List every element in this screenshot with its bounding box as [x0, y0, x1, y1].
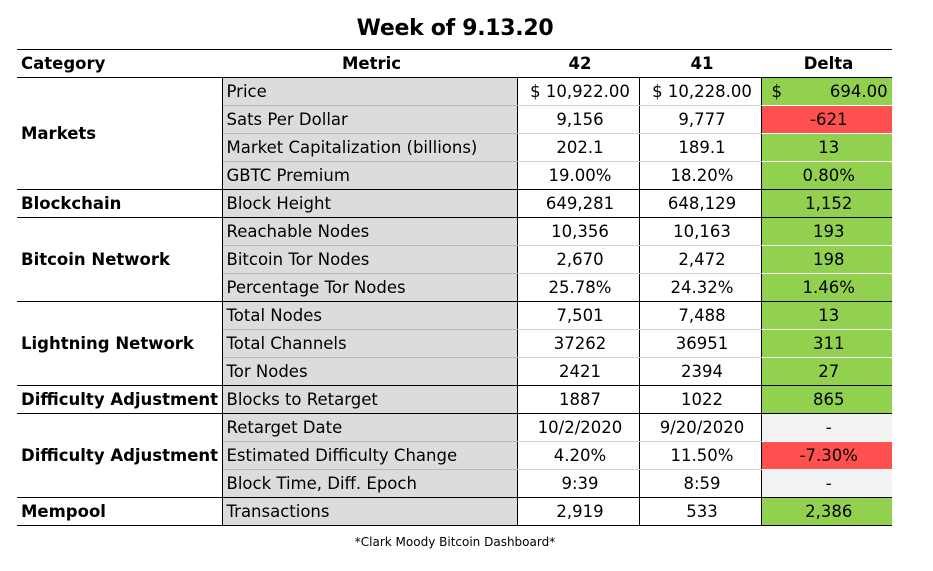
delta-cell: 27 [761, 357, 892, 386]
table-row: Estimated Difficulty Change 4.20% 11.50% -7… [17, 441, 892, 470]
category-cell: Markets [17, 77, 223, 190]
value-week-41: 9/20/2020 [639, 413, 762, 442]
table-row: Lightning Network Total Nodes 7,501 7,488 13 [17, 301, 892, 386]
table-body: Markets Price $ 10,922.00 $ 10,228.00 $694.0… [17, 77, 892, 526]
page-title: Week of 9.13.20 [356, 16, 554, 41]
value-week-41: 189.1 [639, 133, 762, 162]
table-row: Block Time, Diff. Epoch 9:39 8:59- [17, 469, 892, 498]
delta-currency-symbol: $ [771, 82, 783, 101]
metric-cell: Blocks to Retarget [222, 385, 518, 414]
table-row: Difficulty Adjustment Blocks to Retarget 1… [17, 385, 892, 414]
value-week-41: 10,163 [639, 217, 762, 246]
value-week-42: 19.00% [517, 161, 640, 190]
value-week-41: 2394 [639, 357, 762, 386]
table-row: GBTC Premium 19.00% 18.20% 0.80% [17, 161, 892, 190]
table-row: Tor Nodes 2421 2394 27 [17, 357, 892, 386]
delta-cell: - [761, 469, 892, 498]
delta-cell: - [761, 413, 892, 442]
value-week-42: 202.1 [517, 133, 640, 162]
table-row: Blockchain Block Height 649,281 648,129 1,15… [17, 189, 892, 218]
metric-cell: Reachable Nodes [222, 217, 518, 246]
header-category: Category [17, 49, 222, 78]
metric-cell: Bitcoin Tor Nodes [222, 245, 518, 274]
table-row: Total Channels 37262 36951 311 [17, 329, 892, 358]
header-metric: Metric [222, 49, 517, 78]
value-week-41: 7,488 [639, 301, 762, 330]
value-week-42: 9:39 [517, 469, 640, 498]
metric-cell: Total Nodes [222, 301, 518, 330]
value-week-41: 36951 [639, 329, 762, 358]
header-delta: Delta [761, 49, 892, 78]
table-row: Sats Per Dollar 9,156 9,777 -621 [17, 105, 892, 134]
table-row: Mempool Transactions 2,919 533 2,386 [17, 497, 892, 526]
value-week-41: $ 10,228.00 [639, 77, 762, 106]
value-week-42: 649,281 [517, 189, 640, 218]
category-cell: Blockchain [17, 189, 223, 218]
value-week-42: $ 10,922.00 [517, 77, 640, 106]
metric-cell: Block Height [222, 189, 518, 218]
value-week-41: 2,472 [639, 245, 762, 274]
value-week-41: 648,129 [639, 189, 762, 218]
table-row: Bitcoin Network Reachable Nodes 10,356 10,1… [17, 217, 892, 302]
header-row: Category Metric 42 41 Delta [17, 49, 892, 78]
delta-cell: 13 [761, 301, 892, 330]
value-week-41: 533 [639, 497, 762, 526]
delta-cell: $694.00 [761, 77, 892, 106]
table-row: Difficulty Adjustment Retarget Date 10/2/2… [17, 413, 892, 498]
metric-cell: Percentage Tor Nodes [222, 273, 518, 302]
category-cell: Difficulty Adjustment [17, 413, 223, 498]
delta-value: 694.00 [829, 82, 888, 101]
value-week-42: 10/2/2020 [517, 413, 640, 442]
category-cell: Mempool [17, 497, 223, 526]
delta-cell: 193 [761, 217, 892, 246]
header-col-42: 42 [517, 49, 639, 78]
table-row: Market Capitalization (billions) 202.1 189… [17, 133, 892, 162]
value-week-41: 1022 [639, 385, 762, 414]
delta-cell: 13 [761, 133, 892, 162]
value-week-42: 4.20% [517, 441, 640, 470]
bitcoin-weekly-table: Category Metric 42 41 Delta Markets Price… [17, 49, 892, 526]
metric-cell: Estimated Difficulty Change [222, 441, 518, 470]
metric-cell: Total Channels [222, 329, 518, 358]
value-week-42: 2,919 [517, 497, 640, 526]
delta-cell: 865 [761, 385, 892, 414]
value-week-42: 2,670 [517, 245, 640, 274]
delta-cell: -7.30% [761, 441, 892, 470]
metric-cell: Tor Nodes [222, 357, 518, 386]
value-week-42: 10,356 [517, 217, 640, 246]
value-week-41: 11.50% [639, 441, 762, 470]
category-cell: Bitcoin Network [17, 217, 223, 302]
metric-cell: Retarget Date [222, 413, 518, 442]
delta-cell: 311 [761, 329, 892, 358]
metric-cell: Sats Per Dollar [222, 105, 518, 134]
delta-cell: 198 [761, 245, 892, 274]
footnote: *Clark Moody Bitcoin Dashboard* [354, 535, 556, 549]
value-week-42: 9,156 [517, 105, 640, 134]
delta-cell: 1,152 [761, 189, 892, 218]
value-week-41: 18.20% [639, 161, 762, 190]
category-cell: Lightning Network [17, 301, 223, 386]
table-row: Bitcoin Tor Nodes 2,670 2,472 198 [17, 245, 892, 274]
metric-cell: Transactions [222, 497, 518, 526]
value-week-41: 24.32% [639, 273, 762, 302]
value-week-41: 8:59 [639, 469, 762, 498]
header-col-41: 41 [639, 49, 761, 78]
delta-cell: 1.46% [761, 273, 892, 302]
table-row: Markets Price $ 10,922.00 $ 10,228.00 $694.0… [17, 77, 892, 190]
metric-cell: Market Capitalization (billions) [222, 133, 518, 162]
delta-cell: 0.80% [761, 161, 892, 190]
value-week-42: 2421 [517, 357, 640, 386]
value-week-41: 9,777 [639, 105, 762, 134]
value-week-42: 25.78% [517, 273, 640, 302]
value-week-42: 7,501 [517, 301, 640, 330]
metric-cell: Block Time, Diff. Epoch [222, 469, 518, 498]
table-row: Percentage Tor Nodes 25.78% 24.32% 1.46% [17, 273, 892, 302]
delta-cell: 2,386 [761, 497, 892, 526]
value-week-42: 37262 [517, 329, 640, 358]
metric-cell: Price [222, 77, 518, 106]
metric-cell: GBTC Premium [222, 161, 518, 190]
delta-cell: -621 [761, 105, 892, 134]
category-cell: Difficulty Adjustment [17, 385, 223, 414]
value-week-42: 1887 [517, 385, 640, 414]
